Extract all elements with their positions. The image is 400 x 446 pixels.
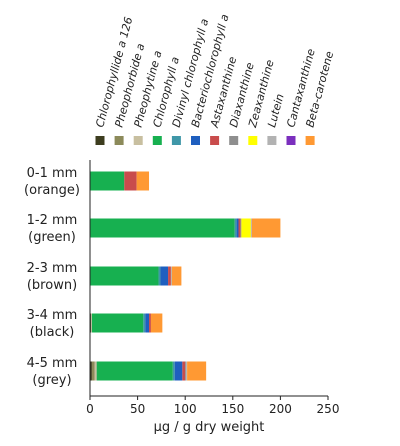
bar-segment [124, 171, 137, 191]
y-axis: 0-1 mm (orange) 1-2 mm (green) 2-3 mm (brown)… [24, 160, 91, 396]
bar-segment [90, 361, 92, 381]
bar-segment [170, 266, 172, 286]
plot-area [90, 171, 281, 381]
category-label: 3-4 mm [27, 308, 78, 323]
bar-segment [145, 313, 150, 333]
bar-segment [96, 361, 173, 381]
category-label: (grey) [32, 373, 71, 388]
bar-segment [168, 266, 171, 286]
category-label: 4-5 mm [27, 356, 78, 371]
bar-segment [182, 361, 186, 381]
bar-segment [91, 361, 95, 381]
category-label: 2-3 mm [27, 261, 78, 276]
x-axis: 0 50 100 150 200 250 [86, 395, 340, 416]
legend-swatch [95, 136, 105, 145]
bar-segment [149, 313, 151, 333]
bar-segment [187, 361, 207, 381]
bar-segment [90, 171, 125, 191]
bar-segment [240, 218, 242, 238]
legend-swatch [133, 136, 143, 145]
bar-segment [90, 313, 92, 333]
x-tick-label: 100 [174, 402, 197, 416]
legend-swatch [286, 136, 296, 145]
bar-segment [251, 218, 281, 238]
legend-swatch [229, 136, 239, 145]
bar-segment [90, 218, 235, 238]
legend-swatch [248, 136, 258, 145]
bar-segment [241, 218, 251, 238]
x-tick-label: 200 [269, 402, 292, 416]
x-tick-label: 0 [86, 402, 94, 416]
bar-segment [234, 218, 237, 238]
bar-segment [172, 361, 175, 381]
category-label: 0-1 mm [27, 166, 78, 181]
x-tick-label: 250 [317, 402, 340, 416]
bar-segment [160, 266, 169, 286]
legend-label: Lutein [265, 92, 286, 128]
category-label: (green) [28, 230, 76, 245]
bar-segment [174, 361, 183, 381]
bar-segment [238, 218, 241, 238]
bar-segment [171, 266, 182, 286]
bar-segment [158, 266, 161, 286]
x-axis-title: µg / g dry weight [154, 420, 265, 435]
legend-swatch [152, 136, 162, 145]
category-label: 1-2 mm [27, 213, 78, 228]
category-label: (black) [30, 325, 75, 340]
bar-segment [186, 361, 188, 381]
bar-segment [150, 313, 163, 333]
legend-swatch [191, 136, 200, 145]
legend-swatch [305, 136, 315, 145]
category-label: (orange) [24, 183, 80, 198]
bar-segment [91, 313, 144, 333]
legend-swatch [267, 136, 277, 145]
x-tick-label: 50 [130, 402, 145, 416]
bar-segment [143, 313, 146, 333]
bar-segment [136, 171, 150, 191]
x-tick-label: 150 [221, 402, 244, 416]
bar-segment [250, 218, 252, 238]
category-label: (brown) [27, 278, 77, 293]
legend-swatch [114, 136, 124, 145]
legend-swatch [210, 136, 220, 145]
legend-swatch [171, 136, 181, 145]
bar-segment [94, 361, 97, 381]
bar-segment [236, 218, 239, 238]
bar-segment [185, 361, 187, 381]
bar-segment [90, 266, 159, 286]
